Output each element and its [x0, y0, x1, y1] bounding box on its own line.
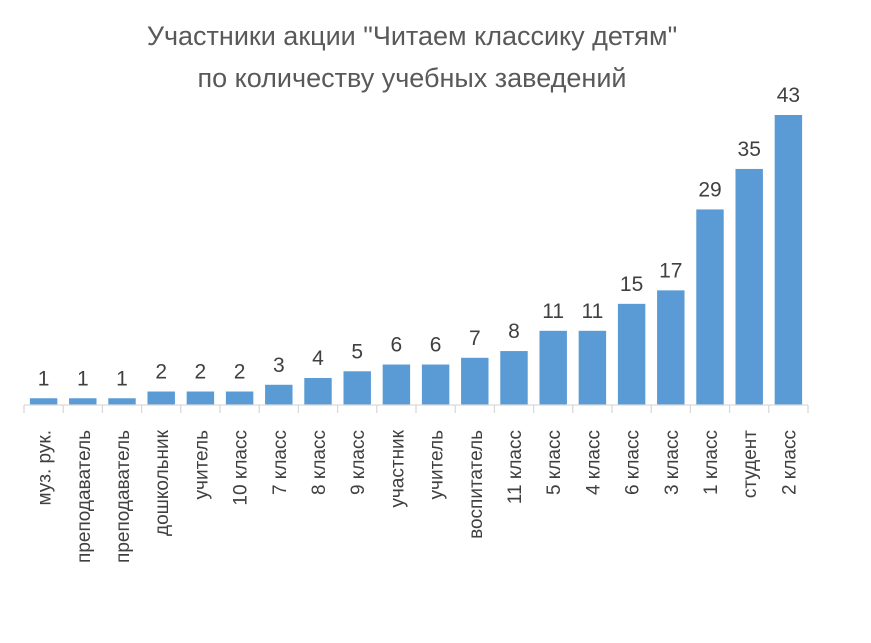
- data-label: 5: [351, 340, 363, 363]
- bar: [382, 364, 411, 405]
- bar: [696, 209, 724, 405]
- x-tick-label: 8 класс: [309, 430, 330, 495]
- data-label: 11: [542, 300, 564, 323]
- x-tick-label: 5 класс: [544, 430, 565, 495]
- x-tick-label: преподаватель: [113, 430, 134, 563]
- bar: [186, 391, 215, 405]
- bar: [29, 398, 58, 405]
- bar: [304, 378, 332, 405]
- x-tick-label: 1 класс: [701, 430, 722, 495]
- x-tick-label: воспитатель: [466, 430, 487, 539]
- x-tick-label: муз. рук.: [35, 430, 56, 506]
- data-label: 35: [738, 138, 761, 161]
- data-label: 15: [620, 273, 643, 296]
- bar: [265, 384, 293, 405]
- bar: [774, 115, 803, 405]
- data-label: 11: [581, 300, 603, 323]
- x-tick-label: 6 класс: [623, 430, 644, 495]
- data-label: 4: [312, 347, 324, 370]
- data-label: 2: [195, 361, 207, 384]
- data-label: 1: [77, 367, 89, 390]
- bar: [500, 351, 528, 405]
- x-tick-label: преподаватель: [74, 430, 95, 563]
- data-label: 17: [659, 259, 682, 282]
- data-label: 2: [155, 361, 167, 384]
- x-tick-label: 9 класс: [348, 430, 369, 495]
- data-label: 3: [273, 354, 285, 377]
- bars-group: [29, 115, 803, 405]
- data-label: 43: [777, 84, 800, 107]
- data-label: 7: [469, 327, 481, 350]
- bar: [108, 398, 136, 405]
- data-label: 1: [38, 367, 50, 390]
- data-label: 6: [430, 334, 442, 357]
- x-tick-label: 3 класс: [662, 430, 683, 495]
- x-tick-labels-group: муз. рук. преподаватель преподаватель дошко…: [35, 429, 801, 563]
- bar: [461, 357, 489, 405]
- chart-subtitle: по количеству учебных заведений: [198, 63, 627, 93]
- bar: [421, 364, 450, 405]
- data-label: 29: [698, 178, 721, 201]
- bar: [147, 391, 175, 405]
- x-axis: [23, 404, 809, 413]
- bar: [343, 371, 371, 405]
- data-label: 2: [234, 361, 246, 384]
- x-tick-label: студент: [740, 430, 761, 498]
- x-tick-label: дошкольник: [152, 429, 173, 536]
- bar: [539, 330, 567, 405]
- x-tick-label: 2 класс: [779, 430, 800, 495]
- bar: [735, 168, 763, 405]
- bar: [657, 290, 685, 405]
- x-tick-label: 4 класс: [583, 430, 604, 495]
- bar: [578, 330, 607, 405]
- x-tick-label: 7 класс: [270, 430, 291, 495]
- x-tick-label: учитель: [427, 430, 448, 500]
- bar: [69, 398, 97, 405]
- data-label: 1: [116, 367, 128, 390]
- bar: [617, 303, 646, 405]
- data-label: 6: [391, 334, 403, 357]
- bar: [225, 391, 254, 405]
- x-tick-label: 11 класс: [505, 430, 526, 504]
- chart-title: Участники акции "Читаем классику детям": [147, 21, 677, 51]
- data-label: 8: [508, 320, 520, 343]
- x-tick-label: 10 класс: [231, 430, 252, 506]
- x-tick-label: участник: [387, 429, 408, 507]
- x-tick-label: учитель: [191, 430, 212, 500]
